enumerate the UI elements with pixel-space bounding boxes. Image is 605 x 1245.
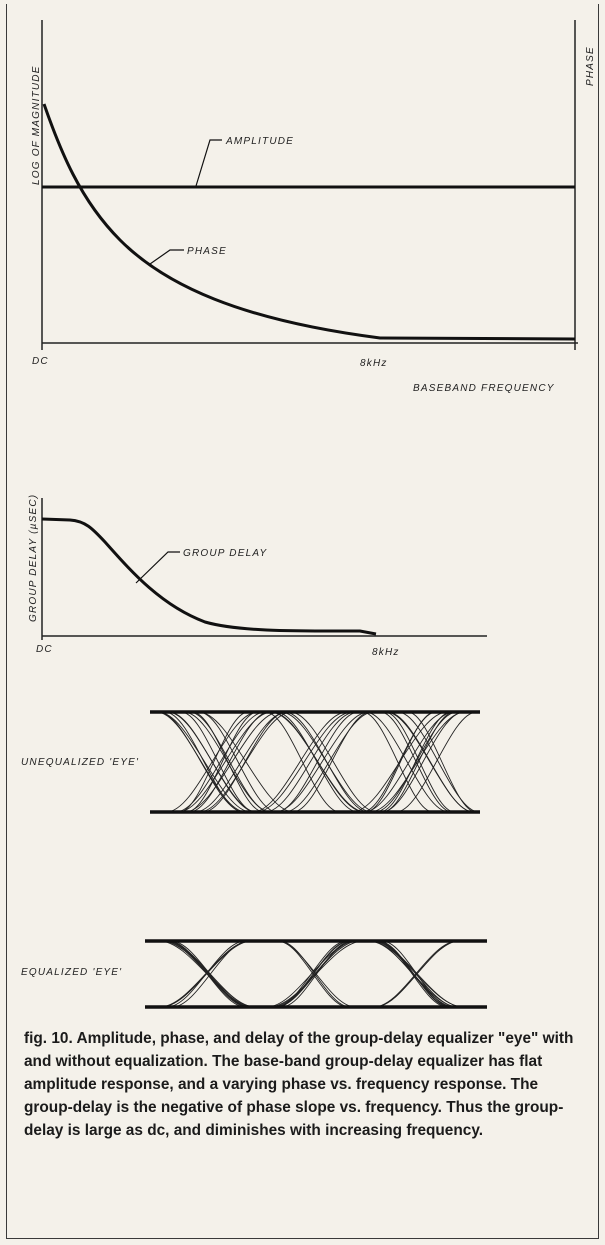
unequalized-eye-diagram [150, 710, 480, 814]
group-delay-leader [135, 551, 180, 584]
gd-y-axis-label: GROUP DELAY (µSEC) [28, 494, 39, 622]
y-axis-label-left: LOG OF MAGNITUDE [31, 65, 42, 185]
series-line-phase [42, 103, 576, 341]
equalized-eye-diagram [145, 939, 487, 1009]
unequalized-eye-label: UNEQUALIZED 'EYE' [21, 757, 139, 768]
x-tick-label-8khz: 8kHz [360, 358, 388, 369]
series-line-group-delay [41, 517, 377, 636]
eye-trace [145, 940, 487, 1008]
figure-frame [6, 4, 599, 1239]
x-tick-label-dc: DC [32, 356, 49, 367]
eye-trace [150, 711, 480, 813]
amplitude-leader [195, 139, 222, 187]
y-axis-label-right: PHASE [585, 46, 596, 86]
eye-trace [150, 711, 480, 813]
eye-trace [150, 711, 480, 813]
group-delay-chart: GROUP DELAY (µSEC) GROUP DELAY DC 8kHz [28, 494, 487, 658]
series-label-phase: PHASE [187, 246, 227, 257]
gd-x-tick-dc: DC [36, 644, 53, 655]
eye-trace [150, 711, 480, 813]
x-axis-label: BASEBAND FREQUENCY [413, 383, 555, 394]
amplitude-phase-chart: LOG OF MAGNITUDE PHASE AMPLITUDE PHASE D… [31, 20, 596, 394]
eye-trace [150, 711, 480, 813]
figure-caption: fig. 10. Amplitude, phase, and delay of … [24, 1030, 574, 1139]
gd-x-tick-8khz: 8kHz [372, 647, 400, 658]
equalized-eye-label: EQUALIZED 'EYE' [21, 967, 122, 978]
series-label-amplitude: AMPLITUDE [225, 136, 294, 147]
phase-leader [149, 249, 184, 265]
series-label-group-delay: GROUP DELAY [183, 548, 267, 559]
